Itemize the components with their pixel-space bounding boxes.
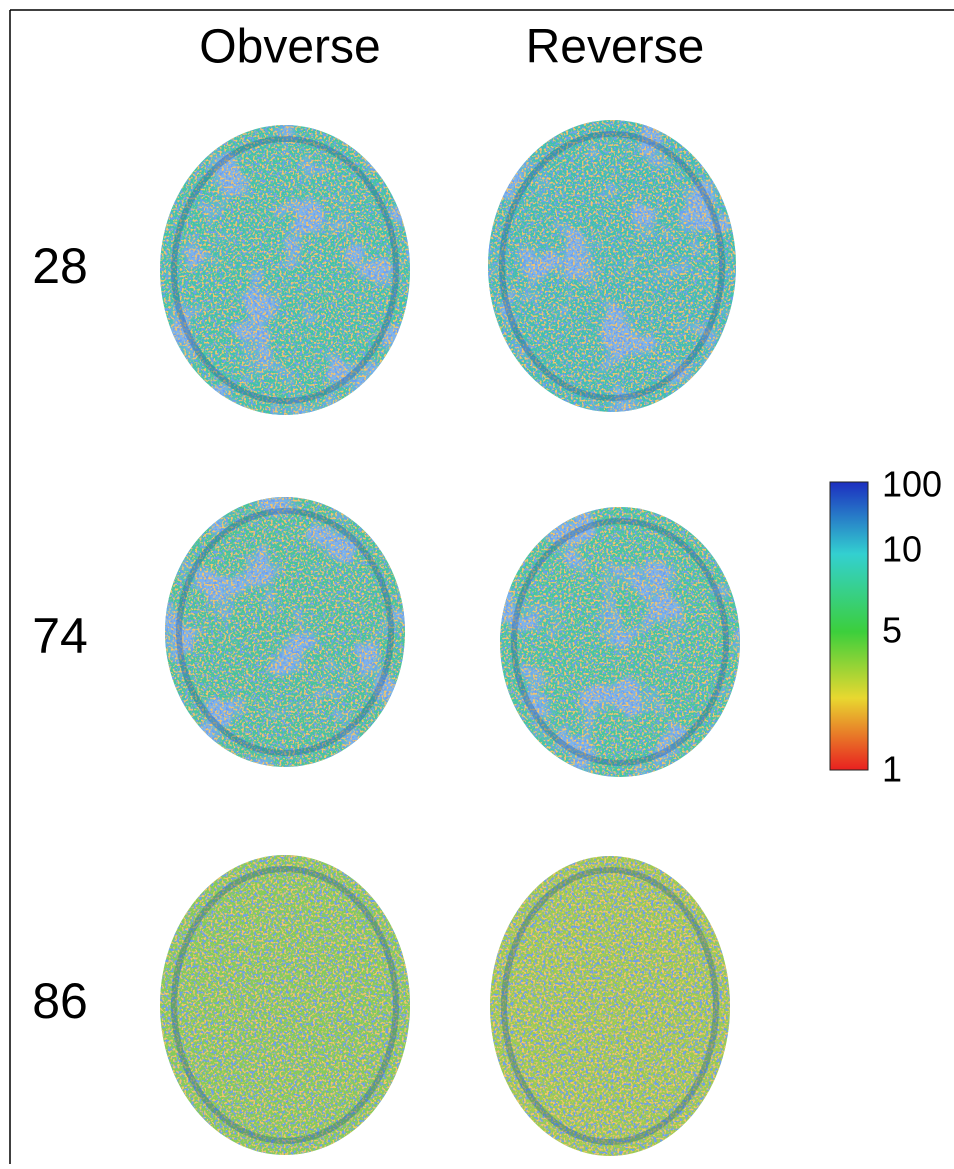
colorbar-label: 5 <box>882 610 902 651</box>
figure: Obverse Reverse 28 74 86 100 10 5 1 <box>0 0 954 1164</box>
coin-speckle <box>165 497 405 767</box>
row-label: 86 <box>32 973 88 1029</box>
column-heading: Reverse <box>526 21 705 74</box>
coin-speckle <box>500 507 740 777</box>
row-label: 74 <box>32 608 88 664</box>
colorbar-label: 100 <box>882 464 942 505</box>
colorbar-label: 1 <box>882 749 902 790</box>
colorbar-label: 10 <box>882 529 922 570</box>
coin-speckle <box>488 120 736 412</box>
coin-speckle <box>160 125 410 415</box>
page: {"header": {"columns": ["Obverse", "Reve… <box>0 0 954 1164</box>
row-label: 28 <box>32 238 88 294</box>
coin-speckle <box>490 856 730 1156</box>
colorbar <box>830 482 868 770</box>
coin-speckle <box>160 855 410 1155</box>
column-heading: Obverse <box>199 21 380 74</box>
